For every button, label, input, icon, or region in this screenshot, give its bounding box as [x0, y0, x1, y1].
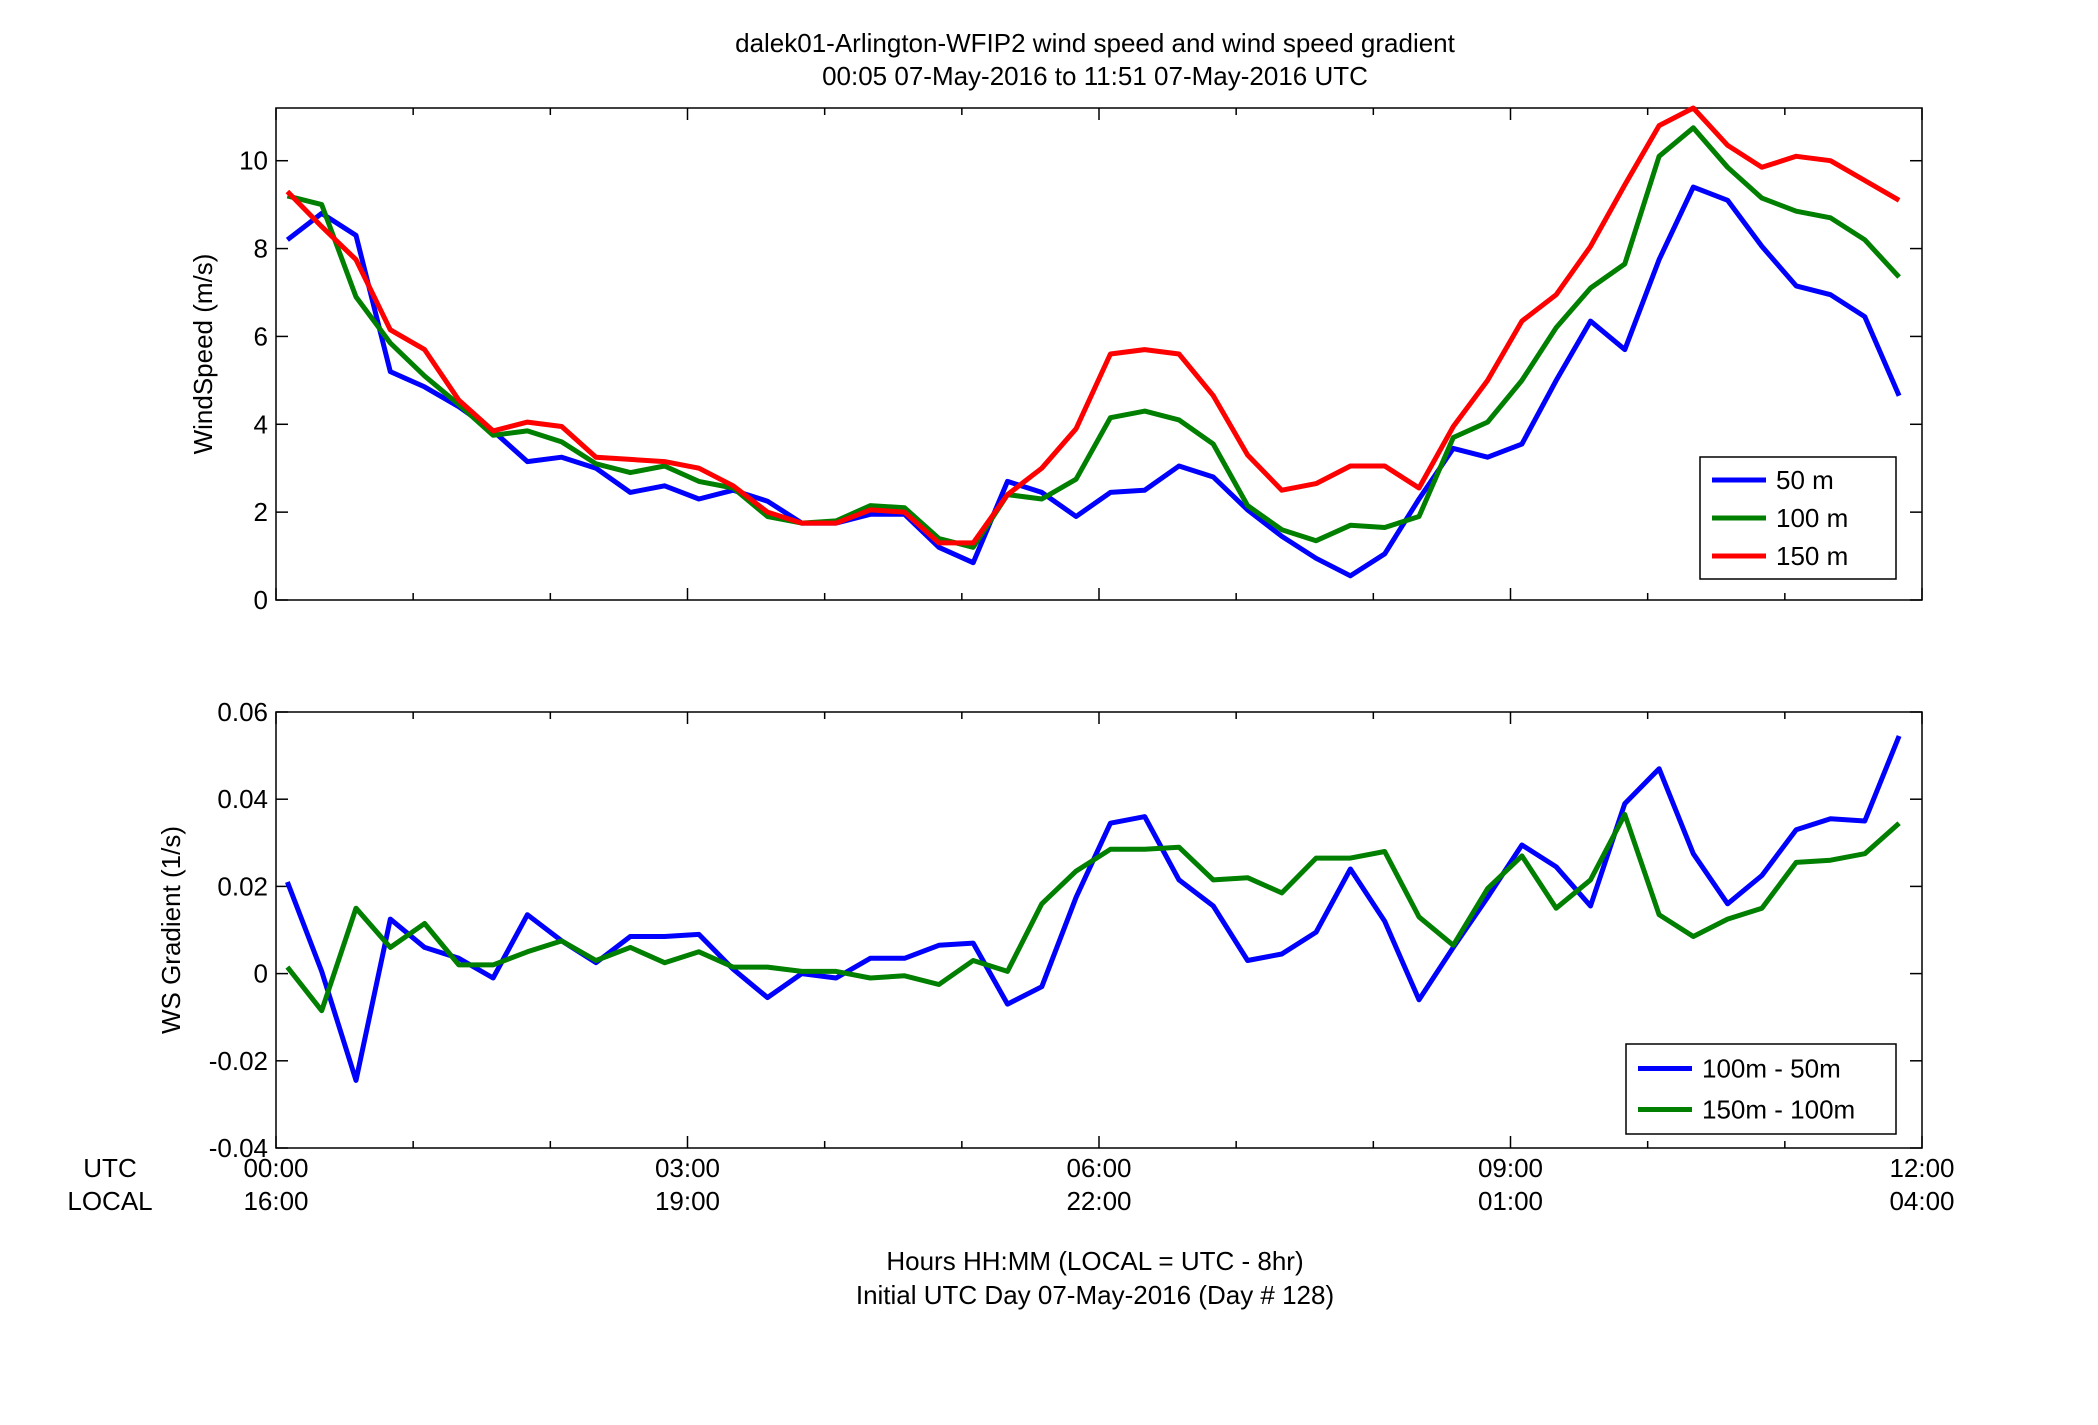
windspeed-series — [285, 105, 1902, 579]
gradient-y-ticks: -0.04 -0.02 0 0.02 0.04 0.06 — [209, 697, 1922, 1163]
x-tick-label-utc: 00:00 — [243, 1153, 308, 1183]
gradient-y-axis-label: WS Gradient (1/s) — [156, 826, 186, 1034]
legend-label: 100 m — [1776, 503, 1848, 533]
windspeed-axes-frame — [275, 107, 1923, 601]
y-tick-label: 0 — [254, 585, 268, 615]
gradient-x-ticks — [275, 712, 1923, 1148]
y-tick-label: 0.04 — [217, 784, 268, 814]
x-tick-label-local: 22:00 — [1066, 1186, 1131, 1216]
x-tick-label-utc: 03:00 — [655, 1153, 720, 1183]
x-tick-label-local: 16:00 — [243, 1186, 308, 1216]
x-tick-label-local: 04:00 — [1889, 1186, 1954, 1216]
y-tick-label: 4 — [254, 409, 268, 439]
x-axis-sublabel: Initial UTC Day 07-May-2016 (Day # 128) — [856, 1280, 1334, 1310]
x-tick-label-utc: 12:00 — [1889, 1153, 1954, 1183]
y-tick-label: 6 — [254, 321, 268, 351]
series-line-100m — [286, 125, 1901, 550]
gradient-legend: 100m - 50m 150m - 100m — [1625, 1043, 1897, 1135]
windspeed-panel: 0 2 4 6 8 10 WindSpeed (m/s) 50 m 100 m 150 m — [188, 105, 1923, 615]
series-line-150m-100m — [285, 812, 1901, 1014]
x-tick-label-local: 19:00 — [655, 1186, 720, 1216]
local-row-label: LOCAL — [67, 1186, 152, 1216]
x-axis-label: Hours HH:MM (LOCAL = UTC - 8hr) — [886, 1246, 1303, 1276]
windspeed-legend: 50 m 100 m 150 m — [1699, 456, 1897, 580]
y-tick-label: 8 — [254, 234, 268, 264]
gradient-panel: -0.04 -0.02 0 0.02 0.04 0.06 WS Gradient (1/s… — [156, 697, 1923, 1163]
y-tick-label: 10 — [239, 146, 268, 176]
y-tick-label: 0.06 — [217, 697, 268, 727]
y-tick-label: 0.02 — [217, 871, 268, 901]
windspeed-y-ticks: 0 2 4 6 8 10 — [239, 146, 1922, 615]
chart-title: dalek01-Arlington-WFIP2 wind speed and w… — [735, 28, 1456, 58]
legend-label: 150 m — [1776, 541, 1848, 571]
y-tick-label: -0.02 — [209, 1046, 268, 1076]
series-line-50m — [285, 184, 1902, 579]
windspeed-x-ticks — [275, 108, 1923, 600]
windspeed-y-axis-label: WindSpeed (m/s) — [188, 254, 218, 455]
gradient-series — [285, 735, 1902, 1083]
x-tick-label-local: 01:00 — [1478, 1186, 1543, 1216]
legend-label: 150m - 100m — [1702, 1095, 1855, 1125]
series-line-150m — [285, 105, 1901, 546]
y-tick-label: 0 — [254, 959, 268, 989]
legend-box — [1625, 1043, 1897, 1135]
y-tick-label: 2 — [254, 497, 268, 527]
utc-row-label: UTC — [83, 1153, 136, 1183]
chart-subtitle: 00:05 07-May-2016 to 11:51 07-May-2016 U… — [822, 61, 1368, 91]
x-tick-label-utc: 09:00 — [1478, 1153, 1543, 1183]
legend-label: 100m - 50m — [1702, 1054, 1841, 1084]
legend-label: 50 m — [1776, 465, 1834, 495]
x-tick-label-utc: 06:00 — [1066, 1153, 1131, 1183]
y-tick-label: -0.04 — [209, 1133, 268, 1163]
